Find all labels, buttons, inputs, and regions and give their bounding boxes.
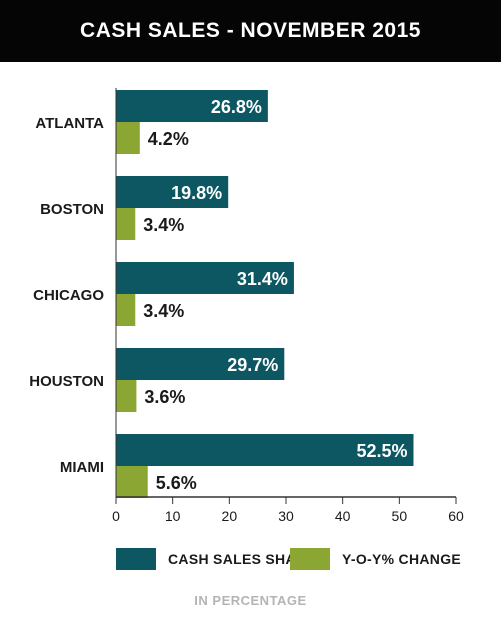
bar-label-yoy-change-chicago: 3.4% (143, 301, 184, 321)
title-bar: CASH SALES - NOVEMBER 2015 (0, 0, 501, 62)
legend-label-cash-sales-share: CASH SALES SHARE (168, 551, 316, 567)
category-label-miami: MIAMI (60, 459, 104, 476)
bar-yoy-change-chicago (116, 294, 136, 326)
x-tick-label-10: 10 (165, 508, 181, 524)
bar-yoy-change-atlanta (116, 122, 140, 154)
bar-cash-sales-houston (116, 348, 285, 380)
bar-yoy-change-miami (116, 466, 148, 498)
category-label-atlanta: ATLANTA (35, 115, 104, 132)
x-tick-label-20: 20 (222, 508, 238, 524)
x-tick-label-50: 50 (392, 508, 408, 524)
legend-swatch-yoy-change (290, 548, 330, 570)
bar-cash-sales-miami (116, 434, 414, 466)
chart-title: CASH SALES - NOVEMBER 2015 (80, 19, 421, 42)
bar-label-yoy-change-miami: 5.6% (156, 473, 197, 493)
bar-yoy-change-houston (116, 380, 137, 412)
x-tick-label-0: 0 (112, 508, 120, 524)
footnote: IN PERCENTAGE (194, 593, 307, 608)
category-label-chicago: CHICAGO (33, 287, 104, 304)
bar-label-cash-sales-miami: 52.5% (356, 441, 407, 461)
category-label-houston: HOUSTON (29, 373, 104, 390)
category-label-boston: BOSTON (40, 201, 104, 218)
bar-cash-sales-chicago (116, 262, 294, 294)
x-tick-label-40: 40 (335, 508, 351, 524)
legend-swatch-cash-sales-share (116, 548, 156, 570)
bar-yoy-change-boston (116, 208, 136, 240)
legend-item-yoy-change: Y-O-Y% CHANGE (290, 547, 461, 571)
bar-chart: 26.8% 4.2% ATLANTA 19.8% 3.4% BOSTON 31.4% 3.4%… (29, 88, 464, 524)
bar-label-cash-sales-houston: 29.7% (227, 355, 278, 375)
legend-label-yoy-change: Y-O-Y% CHANGE (342, 551, 462, 567)
bar-cash-sales-boston (116, 176, 229, 208)
bar-label-yoy-change-boston: 3.4% (143, 215, 184, 235)
bar-cash-sales-atlanta (116, 90, 268, 122)
legend: CASH SALES SHARE Y-O-Y% CHANGE (0, 547, 501, 571)
bar-label-cash-sales-chicago: 31.4% (237, 269, 288, 289)
x-tick-label-60: 60 (448, 508, 464, 524)
bar-label-cash-sales-atlanta: 26.8% (211, 97, 262, 117)
bar-label-cash-sales-boston: 19.8% (171, 183, 222, 203)
x-tick-label-30: 30 (278, 508, 294, 524)
bar-label-yoy-change-atlanta: 4.2% (148, 129, 189, 149)
legend-item-cash-sales-share: CASH SALES SHARE (116, 547, 316, 571)
bar-label-yoy-change-houston: 3.6% (144, 387, 185, 407)
